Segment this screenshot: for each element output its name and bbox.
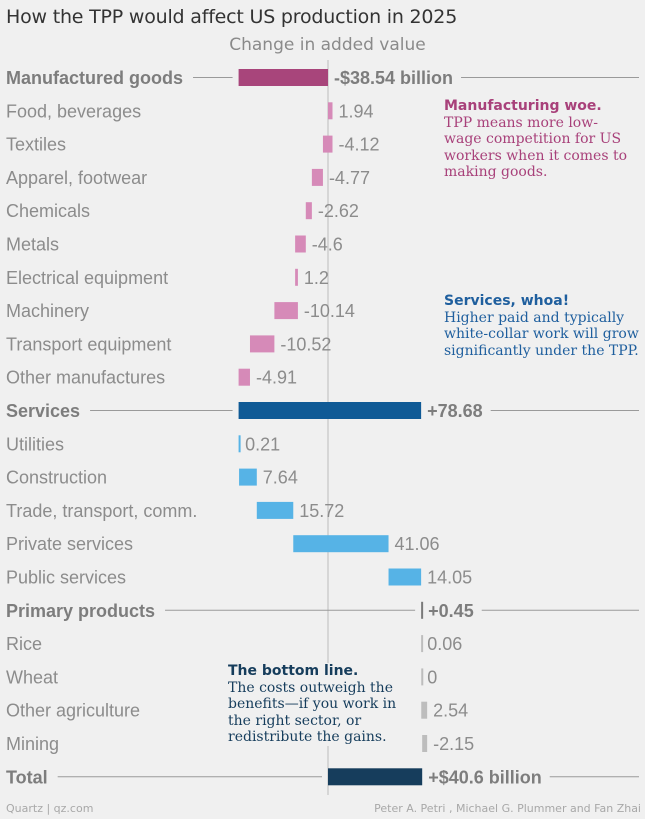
row-label-rice: Rice (6, 634, 42, 654)
row-label-food-beverages: Food, beverages (6, 101, 141, 121)
row-label-electrical-equipment: Electrical equipment (6, 268, 168, 288)
bar-other-manufactures (239, 369, 250, 386)
value-label-metals: -4.6 (312, 235, 343, 255)
bar-food-beverages (328, 102, 333, 119)
bar-metals (295, 236, 306, 253)
note-services-heading: Services, whoa! (444, 293, 639, 310)
bar-other-agriculture (421, 702, 427, 719)
value-label-total: +$40.6 billion (428, 767, 542, 787)
note-manufacturing: Manufacturing woe. TPP means more low-wa… (444, 98, 634, 181)
bar-wheat (421, 668, 423, 685)
bar-transport-equipment (250, 335, 274, 352)
bar-public-services (389, 569, 422, 586)
row-label-other-manufactures: Other manufactures (6, 368, 165, 388)
value-label-other-agriculture: 2.54 (433, 701, 468, 721)
row-label-other-agriculture: Other agriculture (6, 701, 140, 721)
note-services-body: Higher paid and typically white-collar w… (444, 310, 639, 360)
bar-total (328, 768, 422, 785)
bar-manufactured-goods (239, 69, 328, 86)
row-label-textiles: Textiles (6, 135, 66, 155)
row-label-utilities: Utilities (6, 434, 64, 454)
value-label-construction: 7.64 (263, 468, 298, 488)
row-label-trade-transport-comm: Trade, transport, comm. (6, 501, 197, 521)
note-services: Services, whoa! Higher paid and typicall… (444, 293, 639, 359)
bar-construction (239, 469, 257, 486)
value-label-chemicals: -2.62 (318, 201, 359, 221)
bar-chemicals (306, 202, 312, 219)
row-label-metals: Metals (6, 235, 59, 255)
row-label-machinery: Machinery (6, 301, 89, 321)
bar-mining (422, 735, 427, 752)
note-bottom-line: The bottom line. The costs outweigh the … (228, 663, 418, 746)
value-label-manufactured-goods: -$38.54 billion (334, 68, 453, 88)
row-label-public-services: Public services (6, 568, 126, 588)
bar-utilities (239, 435, 241, 452)
value-label-services: +78.68 (427, 401, 483, 421)
bar-trade-transport-comm (257, 502, 293, 519)
value-label-apparel-footwear: -4.77 (329, 168, 370, 188)
row-label-manufactured-goods: Manufactured goods (6, 68, 183, 88)
row-label-transport-equipment: Transport equipment (6, 334, 171, 354)
value-label-wheat: 0 (427, 667, 437, 687)
bar-private-services (293, 535, 388, 552)
value-label-electrical-equipment: 1.2 (304, 268, 329, 288)
bar-electrical-equipment (295, 269, 298, 286)
note-bottom-line-heading: The bottom line. (228, 663, 418, 680)
row-label-services: Services (6, 401, 80, 421)
value-label-mining: -2.15 (433, 734, 474, 754)
value-label-private-services: 41.06 (395, 534, 440, 554)
row-label-chemicals: Chemicals (6, 201, 90, 221)
row-label-mining: Mining (6, 734, 59, 754)
bar-rice (421, 635, 423, 652)
value-label-primary-products: +0.45 (428, 601, 474, 621)
value-label-rice: 0.06 (427, 634, 462, 654)
note-bottom-line-body: The costs outweigh the benefits—if you w… (228, 680, 418, 746)
bar-machinery (274, 302, 298, 319)
value-label-transport-equipment: -10.52 (280, 334, 331, 354)
value-label-trade-transport-comm: 15.72 (299, 501, 344, 521)
value-label-public-services: 14.05 (427, 568, 472, 588)
value-label-other-manufactures: -4.91 (256, 368, 297, 388)
value-label-food-beverages: 1.94 (339, 101, 374, 121)
bar-apparel-footwear (312, 169, 323, 186)
row-label-private-services: Private services (6, 534, 133, 554)
value-label-textiles: -4.12 (339, 135, 380, 155)
bar-services (239, 402, 422, 419)
value-label-utilities: 0.21 (245, 434, 280, 454)
bar-textiles (323, 136, 333, 153)
note-manufacturing-body: TPP means more low-wage competition for … (444, 115, 634, 181)
row-label-construction: Construction (6, 468, 107, 488)
footer-source: Quartz | qz.com (6, 802, 93, 815)
note-manufacturing-heading: Manufacturing woe. (444, 98, 634, 115)
row-label-total: Total (6, 767, 48, 787)
value-label-machinery: -10.14 (304, 301, 355, 321)
bar-primary-products (421, 602, 423, 619)
row-label-apparel-footwear: Apparel, footwear (6, 168, 147, 188)
footer-credits: Peter A. Petri , Michael G. Plummer and … (374, 802, 641, 815)
row-label-primary-products: Primary products (6, 601, 155, 621)
row-label-wheat: Wheat (6, 667, 58, 687)
